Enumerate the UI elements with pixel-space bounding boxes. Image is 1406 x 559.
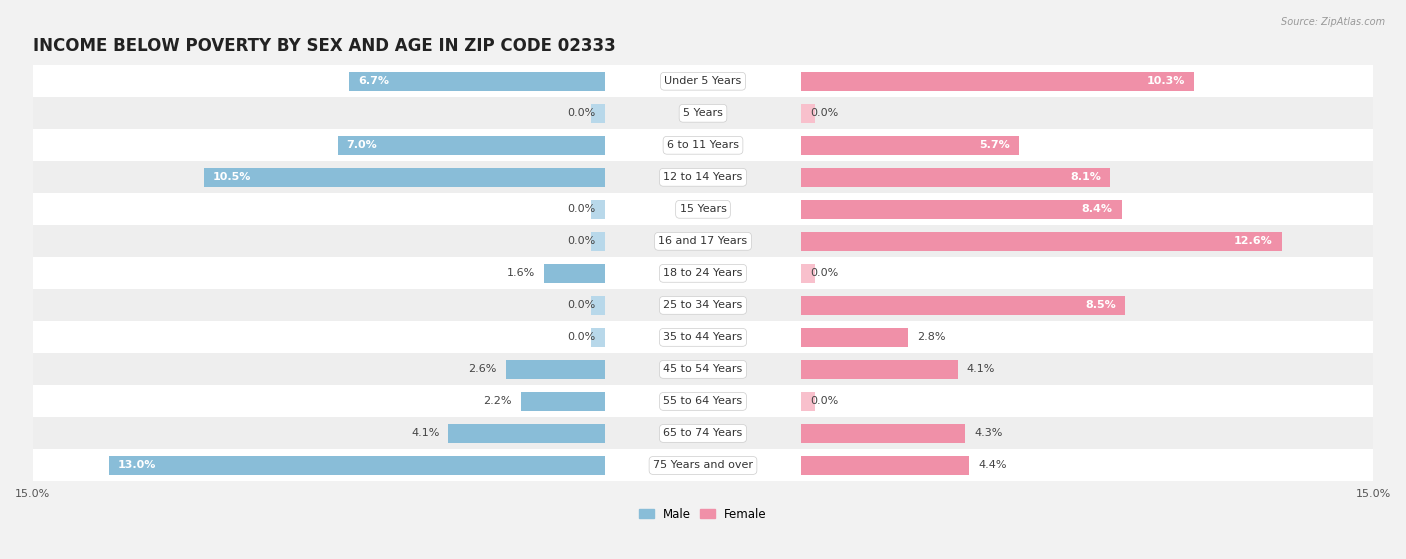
Text: 25 to 34 Years: 25 to 34 Years xyxy=(664,300,742,310)
Text: 2.6%: 2.6% xyxy=(468,364,496,375)
Text: 8.1%: 8.1% xyxy=(1070,172,1101,182)
Bar xyxy=(801,72,1194,91)
Text: 4.3%: 4.3% xyxy=(974,428,1002,438)
Text: 4.1%: 4.1% xyxy=(411,428,440,438)
Text: 12 to 14 Years: 12 to 14 Years xyxy=(664,172,742,182)
Bar xyxy=(801,168,1111,187)
Text: 35 to 44 Years: 35 to 44 Years xyxy=(664,333,742,343)
Bar xyxy=(801,392,814,411)
Text: 5.7%: 5.7% xyxy=(979,140,1010,150)
Bar xyxy=(32,225,1374,257)
Bar xyxy=(32,97,1374,129)
Bar xyxy=(337,136,605,155)
Text: 16 and 17 Years: 16 and 17 Years xyxy=(658,236,748,247)
Bar xyxy=(32,385,1374,418)
Bar xyxy=(32,193,1374,225)
Bar xyxy=(801,456,969,475)
Bar xyxy=(801,136,1019,155)
Text: 75 Years and over: 75 Years and over xyxy=(652,461,754,471)
Bar xyxy=(801,264,814,283)
Bar xyxy=(204,168,605,187)
Bar xyxy=(544,264,605,283)
Text: 0.0%: 0.0% xyxy=(568,236,596,247)
Bar xyxy=(32,257,1374,290)
Text: 45 to 54 Years: 45 to 54 Years xyxy=(664,364,742,375)
Text: Under 5 Years: Under 5 Years xyxy=(665,76,741,86)
Text: 10.5%: 10.5% xyxy=(214,172,252,182)
Bar xyxy=(592,104,605,122)
Text: 2.2%: 2.2% xyxy=(484,396,512,406)
Bar xyxy=(801,200,1122,219)
Bar xyxy=(801,232,1282,250)
Text: 4.1%: 4.1% xyxy=(966,364,995,375)
Text: 0.0%: 0.0% xyxy=(568,205,596,214)
Bar xyxy=(801,360,957,378)
Text: 15 Years: 15 Years xyxy=(679,205,727,214)
Bar xyxy=(349,72,605,91)
Text: 7.0%: 7.0% xyxy=(347,140,377,150)
Text: 2.8%: 2.8% xyxy=(917,333,946,343)
Text: 1.6%: 1.6% xyxy=(506,268,534,278)
Bar xyxy=(449,424,605,443)
Bar xyxy=(592,232,605,250)
Bar xyxy=(801,328,908,347)
Bar xyxy=(32,290,1374,321)
Bar xyxy=(32,418,1374,449)
Text: 8.4%: 8.4% xyxy=(1081,205,1112,214)
Bar xyxy=(801,296,1125,315)
Text: INCOME BELOW POVERTY BY SEX AND AGE IN ZIP CODE 02333: INCOME BELOW POVERTY BY SEX AND AGE IN Z… xyxy=(32,37,616,55)
Text: 0.0%: 0.0% xyxy=(568,333,596,343)
Text: 0.0%: 0.0% xyxy=(810,108,838,119)
Bar xyxy=(506,360,605,378)
Bar xyxy=(32,129,1374,162)
Bar xyxy=(32,162,1374,193)
Bar xyxy=(592,296,605,315)
Text: 4.4%: 4.4% xyxy=(979,461,1007,471)
Bar xyxy=(520,392,605,411)
Text: 65 to 74 Years: 65 to 74 Years xyxy=(664,428,742,438)
Text: 0.0%: 0.0% xyxy=(810,268,838,278)
Text: 0.0%: 0.0% xyxy=(810,396,838,406)
Text: 18 to 24 Years: 18 to 24 Years xyxy=(664,268,742,278)
Text: 0.0%: 0.0% xyxy=(568,108,596,119)
Text: 5 Years: 5 Years xyxy=(683,108,723,119)
Text: 6.7%: 6.7% xyxy=(359,76,389,86)
Text: 10.3%: 10.3% xyxy=(1147,76,1185,86)
Text: 12.6%: 12.6% xyxy=(1234,236,1272,247)
Bar xyxy=(108,456,605,475)
Bar xyxy=(32,321,1374,353)
Bar xyxy=(32,353,1374,385)
Text: 8.5%: 8.5% xyxy=(1085,300,1116,310)
Bar xyxy=(801,104,814,122)
Text: 6 to 11 Years: 6 to 11 Years xyxy=(666,140,740,150)
Bar xyxy=(592,200,605,219)
Bar xyxy=(592,328,605,347)
Text: 55 to 64 Years: 55 to 64 Years xyxy=(664,396,742,406)
Bar xyxy=(32,65,1374,97)
Legend: Male, Female: Male, Female xyxy=(634,503,772,525)
Bar xyxy=(32,449,1374,481)
Text: Source: ZipAtlas.com: Source: ZipAtlas.com xyxy=(1281,17,1385,27)
Bar xyxy=(801,424,966,443)
Text: 0.0%: 0.0% xyxy=(568,300,596,310)
Text: 13.0%: 13.0% xyxy=(118,461,156,471)
